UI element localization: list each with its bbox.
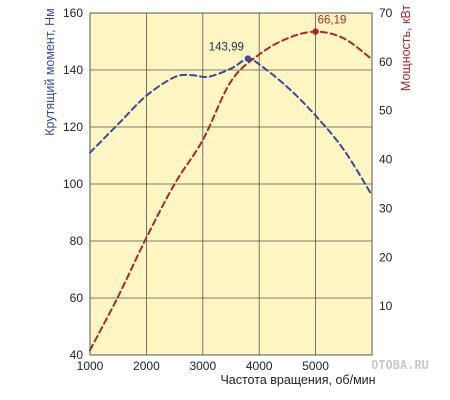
y-right-tick-label: 10 <box>379 299 393 313</box>
power-line <box>89 30 373 352</box>
y-left-tick-label: 40 <box>70 348 84 362</box>
y-right-tick-label: 50 <box>379 104 393 118</box>
x-tick-label: 5000 <box>302 359 329 373</box>
x-tick-label: 2000 <box>133 359 160 373</box>
series-lines <box>89 30 373 352</box>
y-right-tick-label: 40 <box>379 153 393 167</box>
x-ticks: 1000 2000 3000 4000 5000 <box>77 359 330 373</box>
peak-markers: 143,99 66,19 <box>209 15 347 62</box>
y-left-axis-title: Крутящий момент, Нм <box>43 8 57 135</box>
y-left-tick-label: 100 <box>63 177 83 191</box>
x-tick-label: 3000 <box>189 359 216 373</box>
y-left-tick-label: 160 <box>63 6 83 20</box>
x-axis-title: Частота вращения, об/мин <box>220 373 375 387</box>
y-left-ticks: 40 60 80 100 120 140 160 <box>63 6 83 362</box>
grid <box>89 12 372 356</box>
torque-peak-marker <box>244 55 252 62</box>
power-peak-marker <box>312 28 319 35</box>
x-tick-label: 4000 <box>246 359 273 373</box>
y-left-tick-label: 60 <box>70 291 84 305</box>
torque-peak-label: 143,99 <box>209 42 244 54</box>
y-right-tick-label: 30 <box>379 201 393 215</box>
y-right-tick-label: 20 <box>379 250 393 264</box>
y-left-tick-label: 80 <box>70 234 84 248</box>
y-left-tick-label: 120 <box>63 120 83 134</box>
y-right-axis-title: Мощность, кВт <box>399 5 413 91</box>
watermark: OTOBA.RU <box>371 358 429 372</box>
x-tick-label: 1000 <box>77 359 104 373</box>
torque-line <box>89 57 373 197</box>
power-peak-label: 66,19 <box>318 15 347 27</box>
y-right-ticks: 10 20 30 40 50 60 70 <box>379 6 393 313</box>
y-right-tick-label: 70 <box>379 6 393 20</box>
y-right-tick-label: 60 <box>379 55 393 69</box>
y-left-tick-label: 140 <box>63 63 83 77</box>
